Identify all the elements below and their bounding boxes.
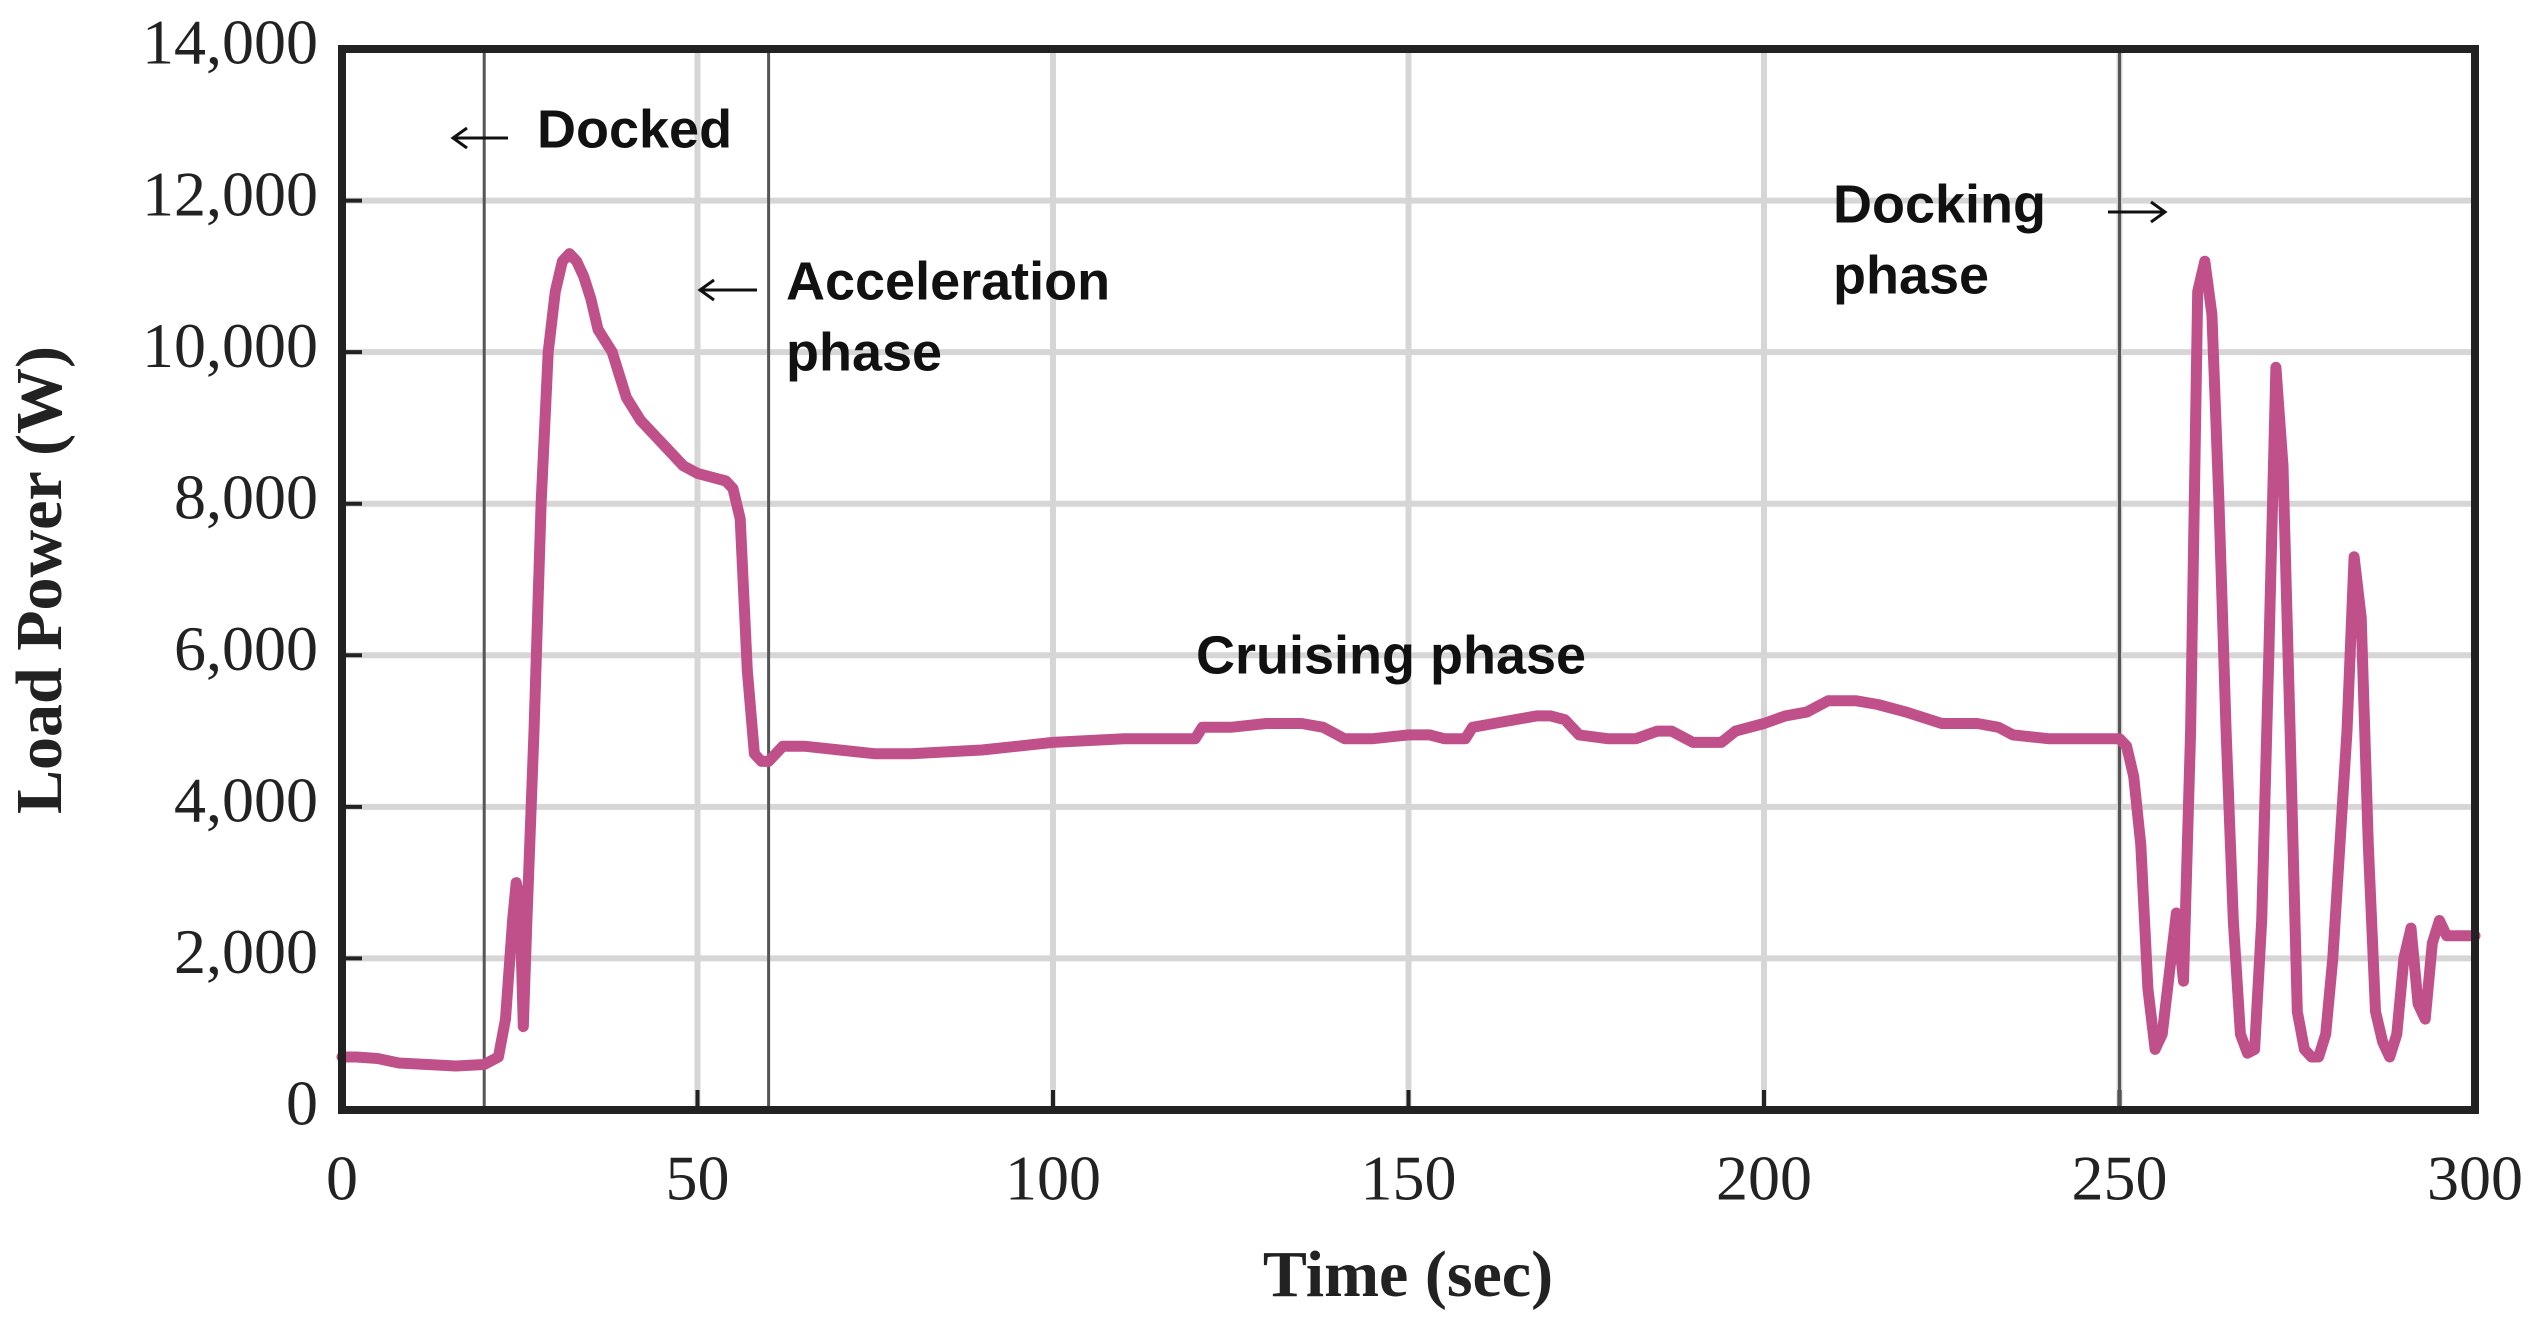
x-tick-label: 50	[666, 1143, 730, 1214]
arrow-head	[450, 126, 468, 150]
y-tick-label: 8,000	[174, 461, 318, 532]
y-tick-label: 12,000	[142, 158, 318, 229]
y-axis-label: Load Power (W)	[3, 346, 76, 814]
x-tick-label: 150	[1361, 1143, 1457, 1214]
y-tick-label: 14,000	[142, 7, 318, 78]
y-tick-label: 2,000	[174, 916, 318, 987]
y-tick-label: 4,000	[174, 765, 318, 836]
arrow-head	[697, 278, 715, 302]
plot-frame	[338, 45, 2479, 1114]
x-tick-label: 100	[1005, 1143, 1101, 1214]
annotation: Docking	[1833, 174, 2046, 234]
x-tick-label: 300	[2427, 1143, 2523, 1214]
annotation: phase	[1833, 245, 1989, 305]
y-tick-label: 0	[286, 1068, 318, 1139]
data-line	[336, 248, 2481, 1072]
y-tick-label: 6,000	[174, 613, 318, 684]
y-tick-label: 10,000	[142, 310, 318, 381]
x-tick-label: 0	[326, 1143, 358, 1214]
x-tick-label: 250	[2072, 1143, 2168, 1214]
x-tick-label: 200	[1716, 1143, 1812, 1214]
annotation: Cruising phase	[1196, 625, 1586, 685]
annotation: phase	[786, 322, 942, 382]
x-axis-label: Time (sec)	[1263, 1238, 1553, 1311]
annotation: Docked	[537, 99, 732, 159]
annotation: Acceleration	[786, 251, 1110, 311]
arrow-head	[2150, 200, 2168, 224]
